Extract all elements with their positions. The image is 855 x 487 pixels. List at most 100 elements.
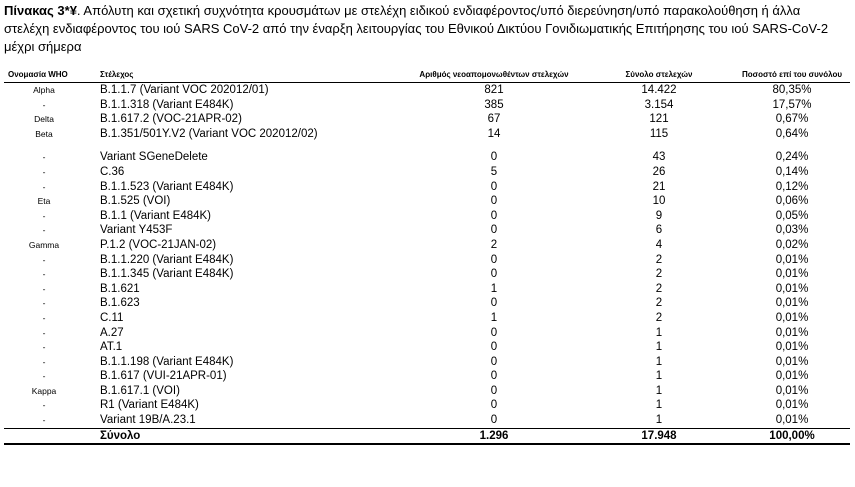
table-cell: Kappa	[31, 385, 57, 396]
table-cell: 0	[490, 224, 498, 237]
table-body: Alpha B.1.1.7 (Variant VOC 202012/01) 821 1…	[4, 83, 850, 446]
table-cell: 0,01%	[775, 355, 809, 368]
table-row: - B.1.1.198 (Variant E484K) 0 1 0,01%	[4, 355, 850, 370]
table-cell: 821	[484, 84, 504, 96]
table-cell: 2	[655, 282, 663, 295]
table-cell: -	[42, 356, 46, 367]
table-cell: 1	[655, 399, 663, 412]
table-cell: 115	[649, 127, 669, 140]
table-cell: -	[42, 371, 46, 382]
table-row: - C.36 5 26 0,14%	[4, 165, 850, 180]
table-cell: B.1.617.1 (VOI)	[100, 384, 180, 397]
table-cell: 3.154	[644, 98, 674, 111]
table-row: - B.1.1.523 (Variant E484K) 0 21 0,12%	[4, 180, 850, 195]
table-cell: B.1.617 (VUI-21APR-01)	[100, 370, 227, 383]
table-cell: 9	[655, 209, 663, 222]
table-cell: -	[42, 269, 46, 280]
table-cell: -	[42, 312, 46, 323]
table-cell: 0	[490, 341, 498, 354]
table-cell: 1	[655, 326, 663, 339]
table-cell: B.1.1.220 (Variant E484K)	[100, 253, 234, 266]
table-cell: 0	[490, 253, 498, 266]
table-cell: 0,12%	[775, 180, 809, 193]
table-cell: 0,01%	[775, 282, 809, 295]
table-cell: 0,01%	[775, 297, 809, 310]
table-row: - B.1.617 (VUI-21APR-01) 0 1 0,01%	[4, 369, 850, 384]
table-cell: B.1.1.7 (Variant VOC 202012/01)	[100, 84, 269, 96]
table-cell: 0,01%	[775, 326, 809, 339]
table-cell: 1	[655, 384, 663, 397]
table-row: - Variant Y453F 0 6 0,03%	[4, 223, 850, 238]
table-row: Alpha B.1.1.7 (Variant VOC 202012/01) 821 1…	[4, 83, 850, 98]
table-cell	[4, 427, 84, 446]
total-cell: 1.296	[404, 427, 584, 446]
table-cell: -	[42, 298, 46, 309]
table-cell: -	[42, 225, 46, 236]
table-cell: 1	[490, 311, 498, 324]
table-cell: -	[42, 342, 46, 353]
table-cell: -	[42, 415, 46, 426]
table-cell: 0,03%	[775, 224, 809, 237]
table-cell: 0,01%	[775, 311, 809, 324]
table-cell: 80,35%	[772, 84, 812, 96]
table-cell: 14	[487, 127, 501, 140]
table-row: - B.1.1.220 (Variant E484K) 0 2 0,01%	[4, 253, 850, 268]
table-cell: 0,01%	[775, 414, 809, 427]
table-row: Delta B.1.617.2 (VOC-21APR-02) 67 121 0,67%	[4, 112, 850, 127]
total-row: Σύνολο 1.296 17.948 100,00%	[4, 427, 850, 446]
table-cell: Delta	[34, 114, 54, 125]
table-cell: 0,05%	[775, 209, 809, 222]
table-cell: B.1.621	[100, 282, 140, 295]
table-row: - B.1.1.345 (Variant E484K) 0 2 0,01%	[4, 267, 850, 282]
table-cell: 1	[490, 282, 498, 295]
table-cell: 0,01%	[775, 399, 809, 412]
table-cell: 2	[655, 297, 663, 310]
table-row: - C.11 1 2 0,01%	[4, 311, 850, 326]
table-cell: 0,64%	[775, 127, 809, 140]
caption-text: . Απόλυτη και σχετική συχνότητα κρουσμάτ…	[4, 3, 829, 54]
table-cell: B.1.623	[100, 297, 140, 310]
table-cell: AT.1	[100, 341, 123, 354]
table-cell: -	[42, 254, 46, 265]
table-cell: B.1.1.345 (Variant E484K)	[100, 268, 234, 281]
table-cell: 2	[655, 311, 663, 324]
table-cell: 0,06%	[775, 195, 809, 208]
table-cell: Beta	[35, 128, 53, 139]
table-cell: A.27	[100, 326, 124, 339]
table-row: - A.27 0 1 0,01%	[4, 326, 850, 341]
table-row: - AT.1 0 1 0,01%	[4, 340, 850, 355]
table-cell: 10	[652, 195, 666, 208]
table-cell: 26	[652, 165, 666, 178]
table-cell: Variant SGeneDelete	[100, 151, 208, 164]
table-cell: 385	[484, 98, 504, 111]
table-cell: Gamma	[28, 239, 60, 250]
table-cell: 0	[490, 399, 498, 412]
table-cell: 2	[655, 253, 663, 266]
table-cell: -	[42, 327, 46, 338]
table-cell: 0	[490, 297, 498, 310]
table-cell: 4	[655, 238, 663, 251]
table-cell: 0,01%	[775, 341, 809, 354]
table-row: Gamma P.1.2 (VOC-21JAN-02) 2 4 0,02%	[4, 238, 850, 253]
table-cell: -	[42, 166, 46, 177]
header-cell: Σύνολο στελεχών	[584, 68, 734, 83]
table-cell: B.1.1.198 (Variant E484K)	[100, 355, 234, 368]
table-row: Eta B.1.525 (VOI) 0 10 0,06%	[4, 194, 850, 209]
table-row: - B.1.1.318 (Variant E484K) 385 3.154 17,57%	[4, 98, 850, 113]
header-cell: Ονομασία WHO	[4, 68, 84, 83]
table-cell: B.1.617.2 (VOC-21APR-02)	[100, 113, 242, 126]
table-cell: 0,01%	[775, 370, 809, 383]
table-cell: 1	[655, 370, 663, 383]
table-cell: 6	[655, 224, 663, 237]
table-cell: 0	[490, 414, 498, 427]
table-cell: 0	[490, 151, 498, 164]
table-cell: 0,67%	[775, 113, 809, 126]
table-cell: 67	[487, 113, 501, 126]
total-cell: Σύνολο	[84, 427, 404, 446]
table-row: - Variant SGeneDelete 0 43 0,24%	[4, 141, 850, 165]
variants-table: Ονομασία WHO Στέλεχος Αριθμός νεοαπομονωθέ…	[4, 68, 850, 446]
table-cell: 0,24%	[775, 151, 809, 164]
header-cell: Αριθμός νεοαπομονωθέντων στελεχών	[404, 68, 584, 83]
table-cell: 2	[655, 268, 663, 281]
